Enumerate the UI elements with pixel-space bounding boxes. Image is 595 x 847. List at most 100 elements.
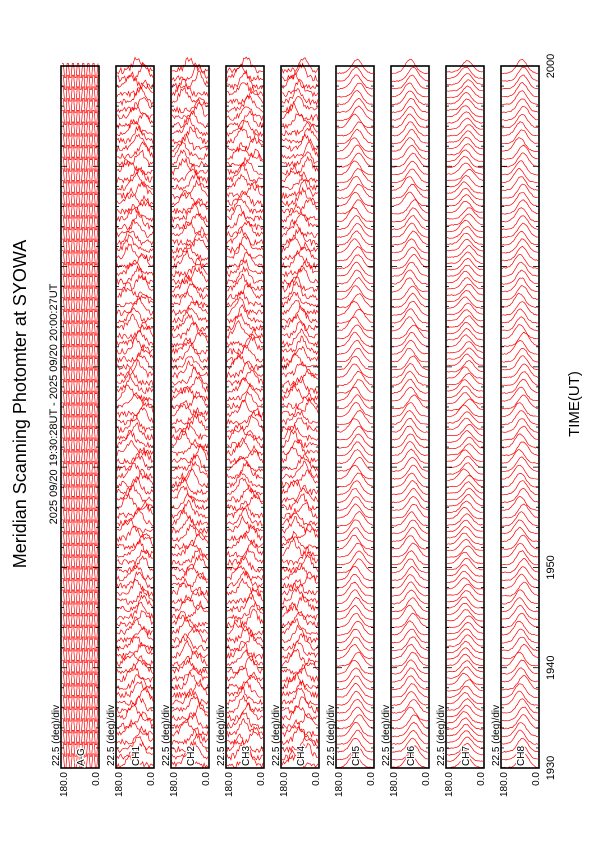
trace [501,534,539,550]
trace [336,191,374,207]
trace [391,519,429,535]
trace [501,386,538,402]
trace [226,377,264,393]
trace [391,246,428,262]
trace [446,341,484,354]
trace [446,200,484,213]
trace [116,578,154,598]
trace [226,686,264,706]
scale-label: 22.5 (deg)/div [491,705,502,766]
trace [501,425,539,441]
trace [336,683,374,699]
trace [501,722,539,738]
trace [62,507,99,523]
trace [336,699,374,714]
trace [116,616,154,636]
trace [116,264,154,286]
trace [391,355,429,371]
trace [446,98,484,111]
trace [337,285,374,301]
trace [116,508,154,527]
trace [116,407,154,426]
trace [446,558,483,571]
trace [336,745,373,761]
trace [116,133,154,153]
trace [62,168,99,184]
trace [281,515,319,534]
trace [171,421,209,441]
trace [446,130,484,143]
trace [62,355,99,371]
trace [62,203,99,219]
trace [336,667,374,683]
trace [226,711,264,730]
trace [171,300,209,317]
trace [336,215,374,230]
trace [501,698,539,714]
trace [391,457,429,472]
trace [336,121,374,137]
trace [62,332,99,348]
trace [336,82,374,98]
trace [391,183,429,199]
trace [281,618,319,636]
trace [62,542,99,558]
trace [281,417,319,433]
trace [281,562,319,582]
trace [171,476,209,496]
y-tick-label-0: 0.0 [311,772,322,786]
trace [337,293,374,308]
trace [171,399,209,418]
trace [116,259,154,277]
trace [62,636,99,652]
trace [501,706,539,722]
trace [336,331,374,347]
trace [171,571,209,589]
trace [116,674,154,691]
trace [171,563,209,581]
trace [62,343,99,359]
trace [226,694,264,714]
trace [226,281,264,301]
trace [62,519,99,535]
trace [446,379,484,392]
y-tick-label-180: 180.0 [224,772,235,797]
trace [226,291,264,308]
trace [62,484,99,500]
trace [226,617,264,636]
trace [391,706,429,722]
trace [226,190,264,207]
trace [446,315,484,328]
trace [446,309,484,322]
trace [446,264,484,277]
trace [336,457,374,472]
trace [446,392,483,405]
trace [171,157,209,176]
scale-label: 22.5 (deg)/div [381,705,392,766]
trace [281,460,319,479]
trace [116,702,154,722]
channel-label: CH6 [406,746,417,766]
trace [336,581,374,597]
trace [226,56,264,74]
y-tick-label-0: 0.0 [476,772,487,786]
trace [171,78,209,97]
trace [226,148,264,168]
trace [336,230,374,246]
trace [502,628,539,644]
trace [116,252,154,270]
trace [226,594,264,613]
trace [62,320,99,336]
trace [446,449,484,462]
trace [281,345,319,362]
trace [226,344,264,364]
trace [391,176,429,192]
trace [336,753,374,769]
trace [391,292,429,308]
panel-frame [60,65,100,769]
trace [282,601,319,621]
trace [62,226,99,242]
trace [116,218,154,238]
trace [446,685,484,698]
